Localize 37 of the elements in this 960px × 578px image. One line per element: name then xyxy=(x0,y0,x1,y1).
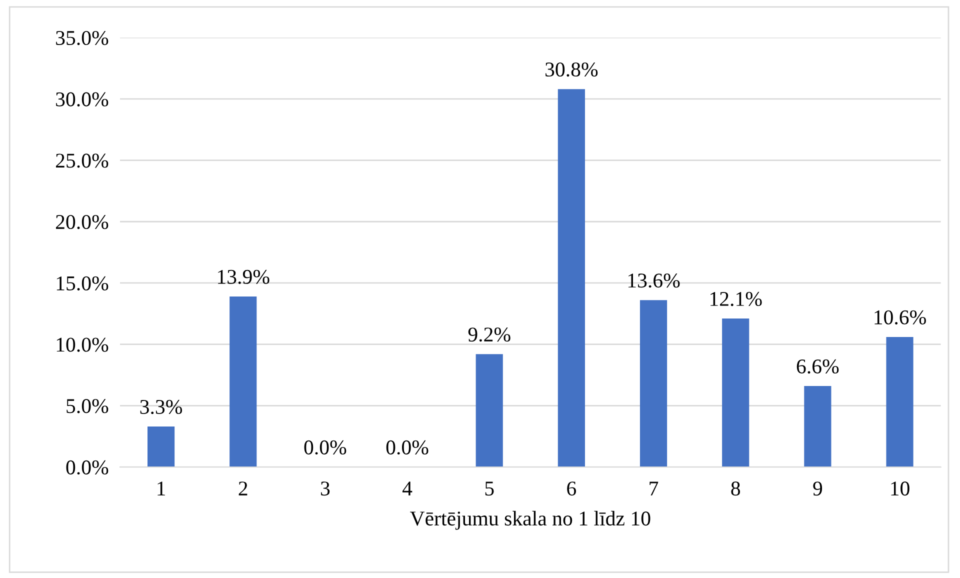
data-label: 6.6% xyxy=(796,359,839,374)
y-tick-label: 35.0% xyxy=(56,30,108,46)
bar xyxy=(558,89,585,468)
y-tick-label: 25.0% xyxy=(56,154,108,168)
bar xyxy=(804,386,832,468)
data-label: 0.0% xyxy=(386,440,428,455)
data-label: 3.3% xyxy=(140,400,182,414)
bar xyxy=(886,336,914,468)
x-tick-label: 5 xyxy=(485,482,494,496)
data-label: 13.9% xyxy=(218,270,270,284)
bar xyxy=(147,426,175,468)
x-tick-label: 6 xyxy=(567,482,576,496)
x-tick-label: 3 xyxy=(320,482,330,496)
data-label: 9.2% xyxy=(468,328,510,342)
x-tick-label: 2 xyxy=(238,482,248,496)
x-tick-label: 4 xyxy=(402,482,412,496)
data-label: 10.6% xyxy=(874,310,926,324)
data-label: 0.0% xyxy=(304,440,346,455)
y-tick-label: 30.0% xyxy=(56,92,108,106)
x-tick-label: 7 xyxy=(650,482,658,496)
data-label: 30.8% xyxy=(546,62,598,77)
y-tick-label: 15.0% xyxy=(56,276,108,290)
x-tick-label: 9 xyxy=(813,482,822,496)
data-label: 12.1% xyxy=(710,292,762,306)
x-axis-title: Vērtējumu skala no 1 līdz 10 xyxy=(410,510,650,530)
bar xyxy=(476,354,503,468)
x-tick-label: 8 xyxy=(731,482,740,496)
data-label: 13.6% xyxy=(628,274,680,288)
bar xyxy=(640,300,668,468)
y-tick-label: 10.0% xyxy=(56,338,108,352)
bar xyxy=(722,318,750,468)
x-tick-label: 10 xyxy=(891,482,910,496)
y-tick-label: 20.0% xyxy=(56,214,108,230)
y-tick-label: 5.0% xyxy=(66,399,108,414)
x-tick-label: 1 xyxy=(158,482,165,496)
bar xyxy=(230,296,257,468)
y-tick-label: 0.0% xyxy=(66,460,108,475)
